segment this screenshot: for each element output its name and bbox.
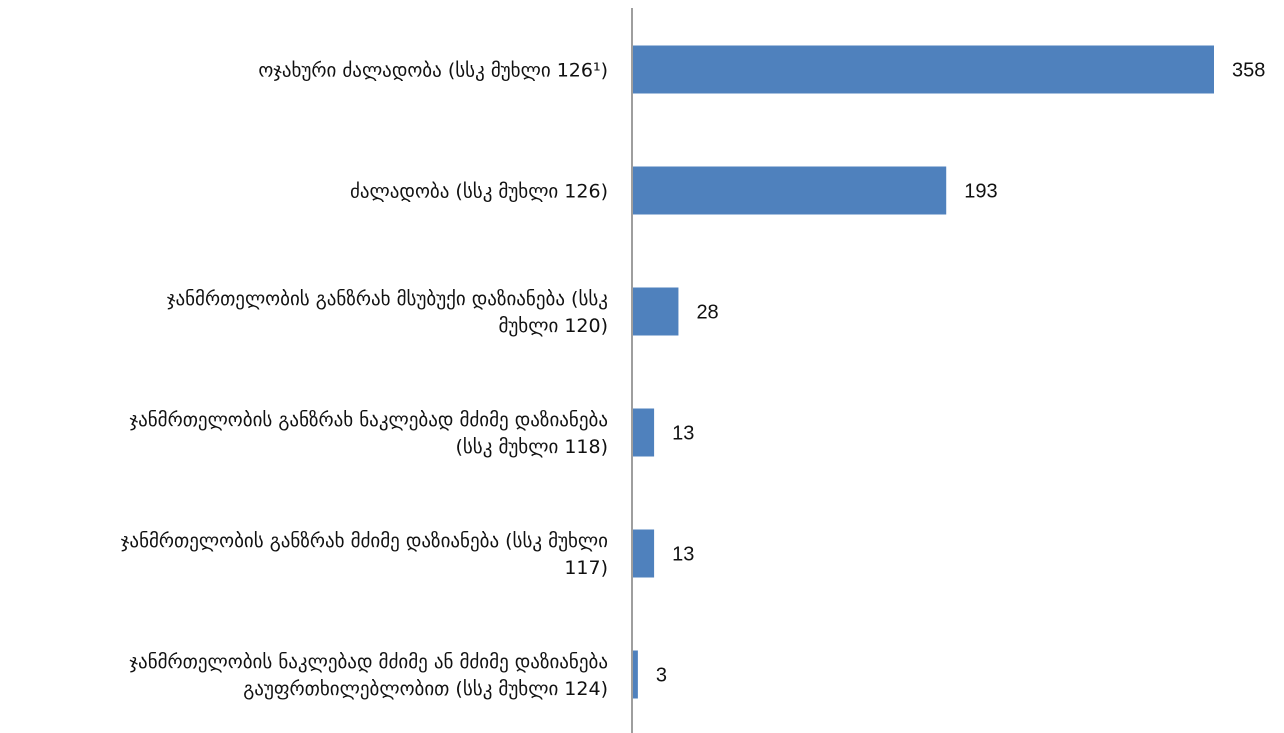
- bar-4: [633, 529, 655, 578]
- bar-0: [633, 45, 1214, 94]
- category-label-line: ჯანმრთელობის განზრახ ნაკლებად მძიმე დაზი…: [129, 409, 608, 431]
- value-labels-group: 358 193 28 13 13 3: [656, 60, 1266, 687]
- bar-5: [633, 650, 638, 699]
- value-label-3: 13: [672, 423, 694, 445]
- category-label-2: ჯანმრთელობის განზრახ მსუბუქი დაზიანება (…: [167, 288, 608, 337]
- value-label-5: 3: [656, 665, 667, 687]
- category-label-line: ძალადობა (სსკ მუხლი 126): [350, 181, 608, 203]
- category-label-4: ჯანმრთელობის განზრახ მძიმე დაზიანება (სს…: [121, 530, 608, 579]
- category-label-line: ჯანმრთელობის განზრახ მსუბუქი დაზიანება (…: [167, 288, 608, 310]
- bar-2: [633, 287, 679, 336]
- value-label-2: 28: [696, 302, 718, 324]
- category-label-line: ოჯახური ძალადობა (სსკ მუხლი 126¹): [258, 60, 608, 82]
- value-label-0: 358: [1232, 60, 1265, 82]
- category-label-line: ჯანმრთელობის განზრახ მძიმე დაზიანება (სს…: [121, 530, 608, 552]
- category-label-line: გაუფრთხილებლობით (სსკ მუხლი 124): [243, 678, 608, 700]
- category-labels-group: ოჯახური ძალადობა (სსკ მუხლი 126¹) ძალადობ…: [121, 60, 608, 701]
- category-label-1: ძალადობა (სსკ მუხლი 126): [350, 181, 608, 203]
- category-label-0: ოჯახური ძალადობა (სსკ მუხლი 126¹): [258, 60, 608, 82]
- category-label-line: მუხლი 120): [498, 315, 608, 337]
- bar-3: [633, 408, 655, 457]
- category-label-line: ჯანმრთელობის ნაკლებად მძიმე ან მძიმე დაზ…: [129, 651, 608, 673]
- category-label-5: ჯანმრთელობის ნაკლებად მძიმე ან მძიმე დაზ…: [129, 651, 608, 700]
- category-label-line: 117): [564, 557, 608, 579]
- bar-1: [633, 166, 947, 215]
- category-label-3: ჯანმრთელობის განზრახ ნაკლებად მძიმე დაზი…: [129, 409, 608, 458]
- bars-group: [633, 45, 1214, 699]
- value-label-4: 13: [672, 544, 694, 566]
- category-label-line: (სსკ მუხლი 118): [455, 436, 608, 458]
- value-label-1: 193: [964, 181, 997, 203]
